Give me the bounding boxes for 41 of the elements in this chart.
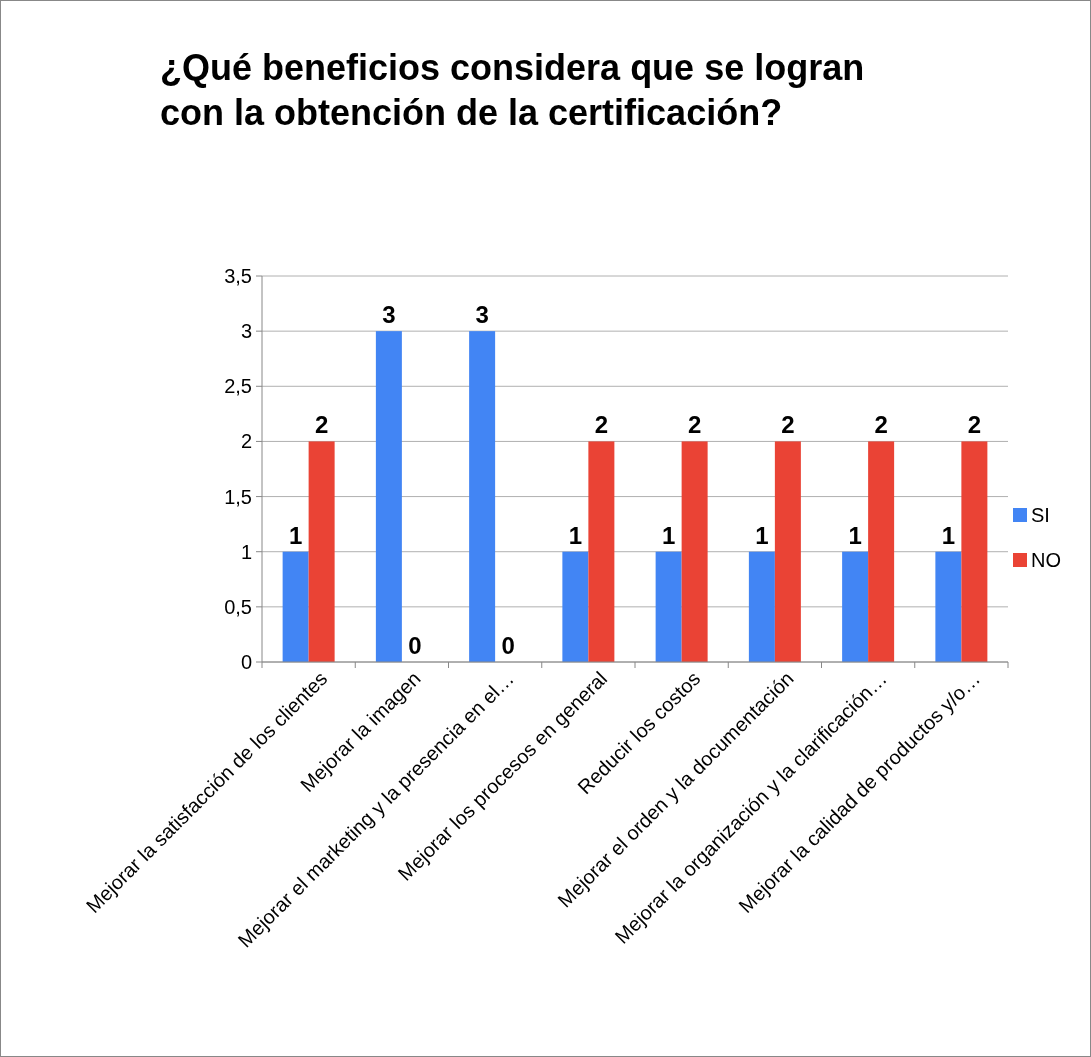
y-tick-label: 0	[240, 651, 252, 673]
data-label: 1	[568, 521, 583, 549]
data-label: 2	[314, 411, 329, 439]
bar	[935, 551, 962, 662]
data-label: 2	[874, 411, 888, 439]
bar	[681, 441, 708, 662]
data-label: 1	[848, 521, 862, 549]
bar	[868, 441, 895, 662]
data-label: 3	[382, 301, 396, 329]
data-label: 0	[501, 632, 515, 659]
data-label: 2	[781, 411, 795, 439]
bar	[961, 441, 988, 662]
bar	[748, 551, 775, 662]
bar	[375, 331, 402, 662]
data-label: 1	[941, 521, 956, 549]
bar	[562, 551, 589, 662]
bar	[469, 331, 496, 662]
y-tick-label: 1	[240, 540, 252, 563]
chart-title: ¿Qué beneficios considera que se logran con la obtención de la certificación?	[160, 47, 865, 133]
data-label: 2	[687, 411, 702, 439]
data-label: 1	[288, 521, 303, 549]
y-tick-label: 1,5	[224, 485, 252, 508]
y-tick-label: 3,5	[224, 265, 252, 287]
bar	[282, 551, 309, 662]
y-tick-label: 2	[240, 430, 252, 453]
data-label: 3	[475, 301, 489, 329]
bar	[308, 441, 335, 662]
data-label: 1	[661, 521, 676, 549]
data-label: 0	[408, 632, 422, 659]
data-label: 2	[594, 411, 609, 439]
bar	[842, 551, 869, 662]
data-label: 2	[967, 411, 982, 439]
y-tick-label: 3	[240, 320, 252, 343]
bar	[774, 441, 801, 662]
bar	[588, 441, 615, 662]
legend-label: SI	[1031, 504, 1050, 526]
bar	[655, 551, 682, 662]
y-tick-label: 2,5	[224, 375, 252, 398]
data-label: 1	[755, 521, 769, 549]
y-tick-label: 0,5	[224, 595, 252, 618]
legend-label: NO	[1031, 549, 1061, 571]
